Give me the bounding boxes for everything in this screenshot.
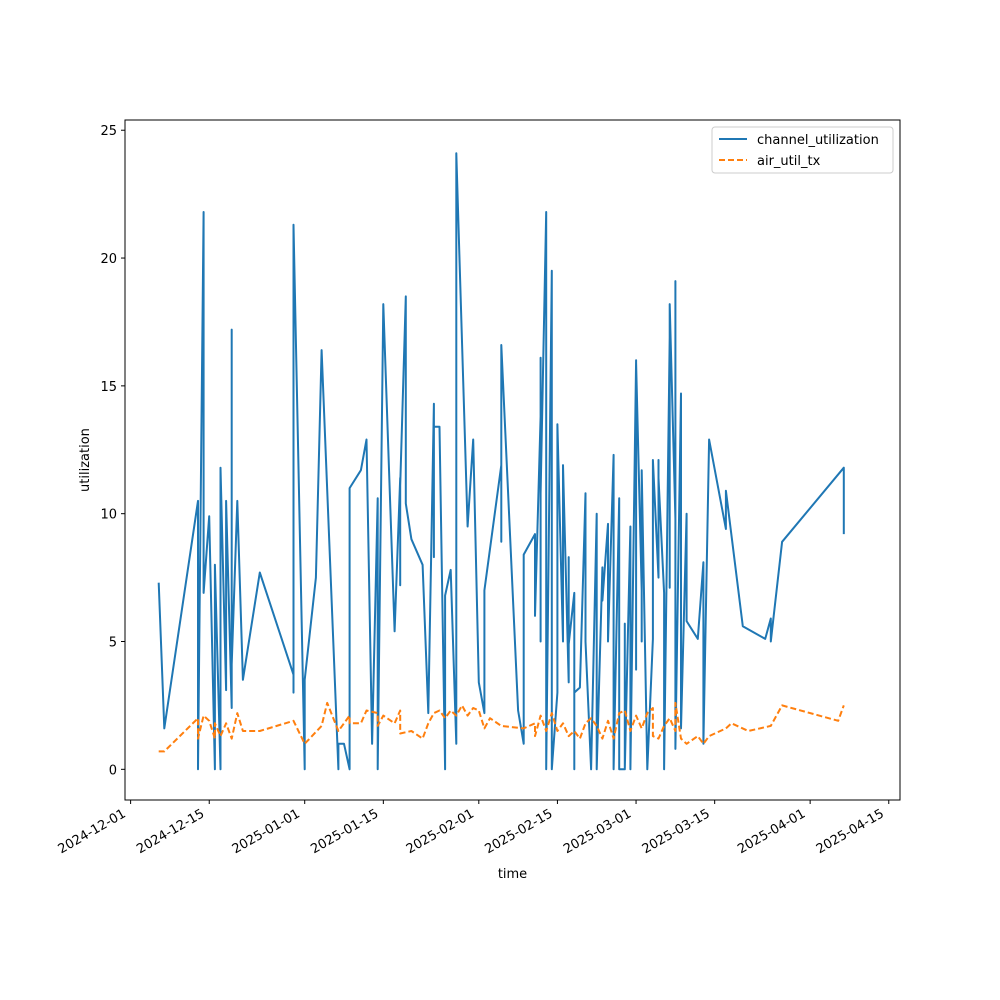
y-tick-label: 0	[109, 763, 117, 778]
y-tick-label: 5	[109, 636, 117, 651]
legend-label-channel-utilization: channel_utilization	[757, 133, 879, 148]
legend-label-air-util-tx: air_util_tx	[757, 154, 821, 169]
series-line-air-util-tx	[158, 701, 845, 753]
x-axis-label: time	[498, 867, 527, 882]
y-tick-label: 15	[100, 380, 117, 395]
y-tick-label: 20	[100, 252, 117, 267]
y-tick-label: 10	[100, 508, 117, 523]
series-line-channel-utilization	[157, 152, 845, 771]
plot-area	[125, 120, 900, 800]
y-axis-label: utilization	[78, 428, 93, 492]
y-tick-label: 25	[100, 124, 117, 139]
y-axis: 0 5 10 15 20 25	[100, 124, 125, 778]
axes-frame	[124, 119, 901, 801]
legend: channel_utilization air_util_tx	[711, 126, 894, 174]
legend-box	[711, 126, 894, 174]
axes-background	[125, 120, 900, 800]
series-layer	[157, 152, 845, 771]
